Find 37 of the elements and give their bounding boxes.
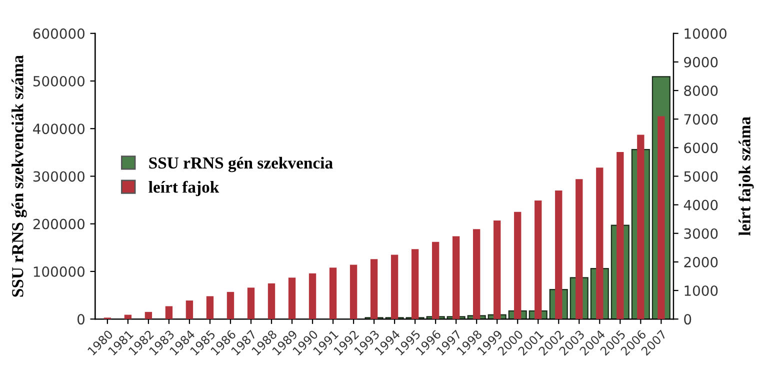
bar [370, 259, 378, 320]
bar [308, 273, 316, 320]
y2-tick-label: 3000 [684, 228, 718, 239]
y2-tick-label: 10000 [684, 28, 726, 39]
y2-tick-label: 0 [684, 314, 692, 325]
y-tick-label: 400000 [33, 124, 84, 134]
y2-tick-label: 7000 [684, 114, 718, 125]
legend-label: SSU rRNS gén szekvencia [149, 156, 333, 172]
y2-tick-label: 4000 [684, 200, 718, 210]
bar [206, 296, 214, 320]
bar [329, 268, 337, 320]
y-tick-label: 600000 [33, 28, 84, 39]
bar [186, 300, 194, 320]
y-tick-label: 100000 [34, 266, 84, 277]
y2-axis-title: leírt fajok száma [738, 116, 754, 236]
bar [411, 249, 419, 320]
bar [144, 312, 152, 320]
y2-tick-label: 1000 [684, 285, 718, 296]
bar [165, 306, 173, 320]
y-tick-label: 300000 [33, 171, 84, 182]
bar [226, 292, 234, 320]
bar [247, 288, 255, 320]
bar [350, 264, 358, 320]
y2-tick-label: 9000 [684, 56, 718, 68]
y2-tick-label: 6000 [684, 142, 718, 154]
bar [288, 278, 296, 320]
y-tick-label: 0 [77, 314, 84, 325]
y-axis-title: SSU rRNS gén szekvenciák száma [12, 55, 27, 297]
y2-tick-label: 8000 [684, 85, 718, 96]
y2-tick-label: 5000 [684, 171, 718, 182]
bar [268, 283, 276, 320]
y2-tick-label: 2000 [684, 256, 718, 268]
bar [390, 254, 398, 320]
legend-label: leírt fajok [148, 180, 220, 196]
bar [124, 314, 132, 320]
y-tick-label: 200000 [33, 218, 84, 230]
y-tick-label: 500000 [33, 76, 84, 86]
